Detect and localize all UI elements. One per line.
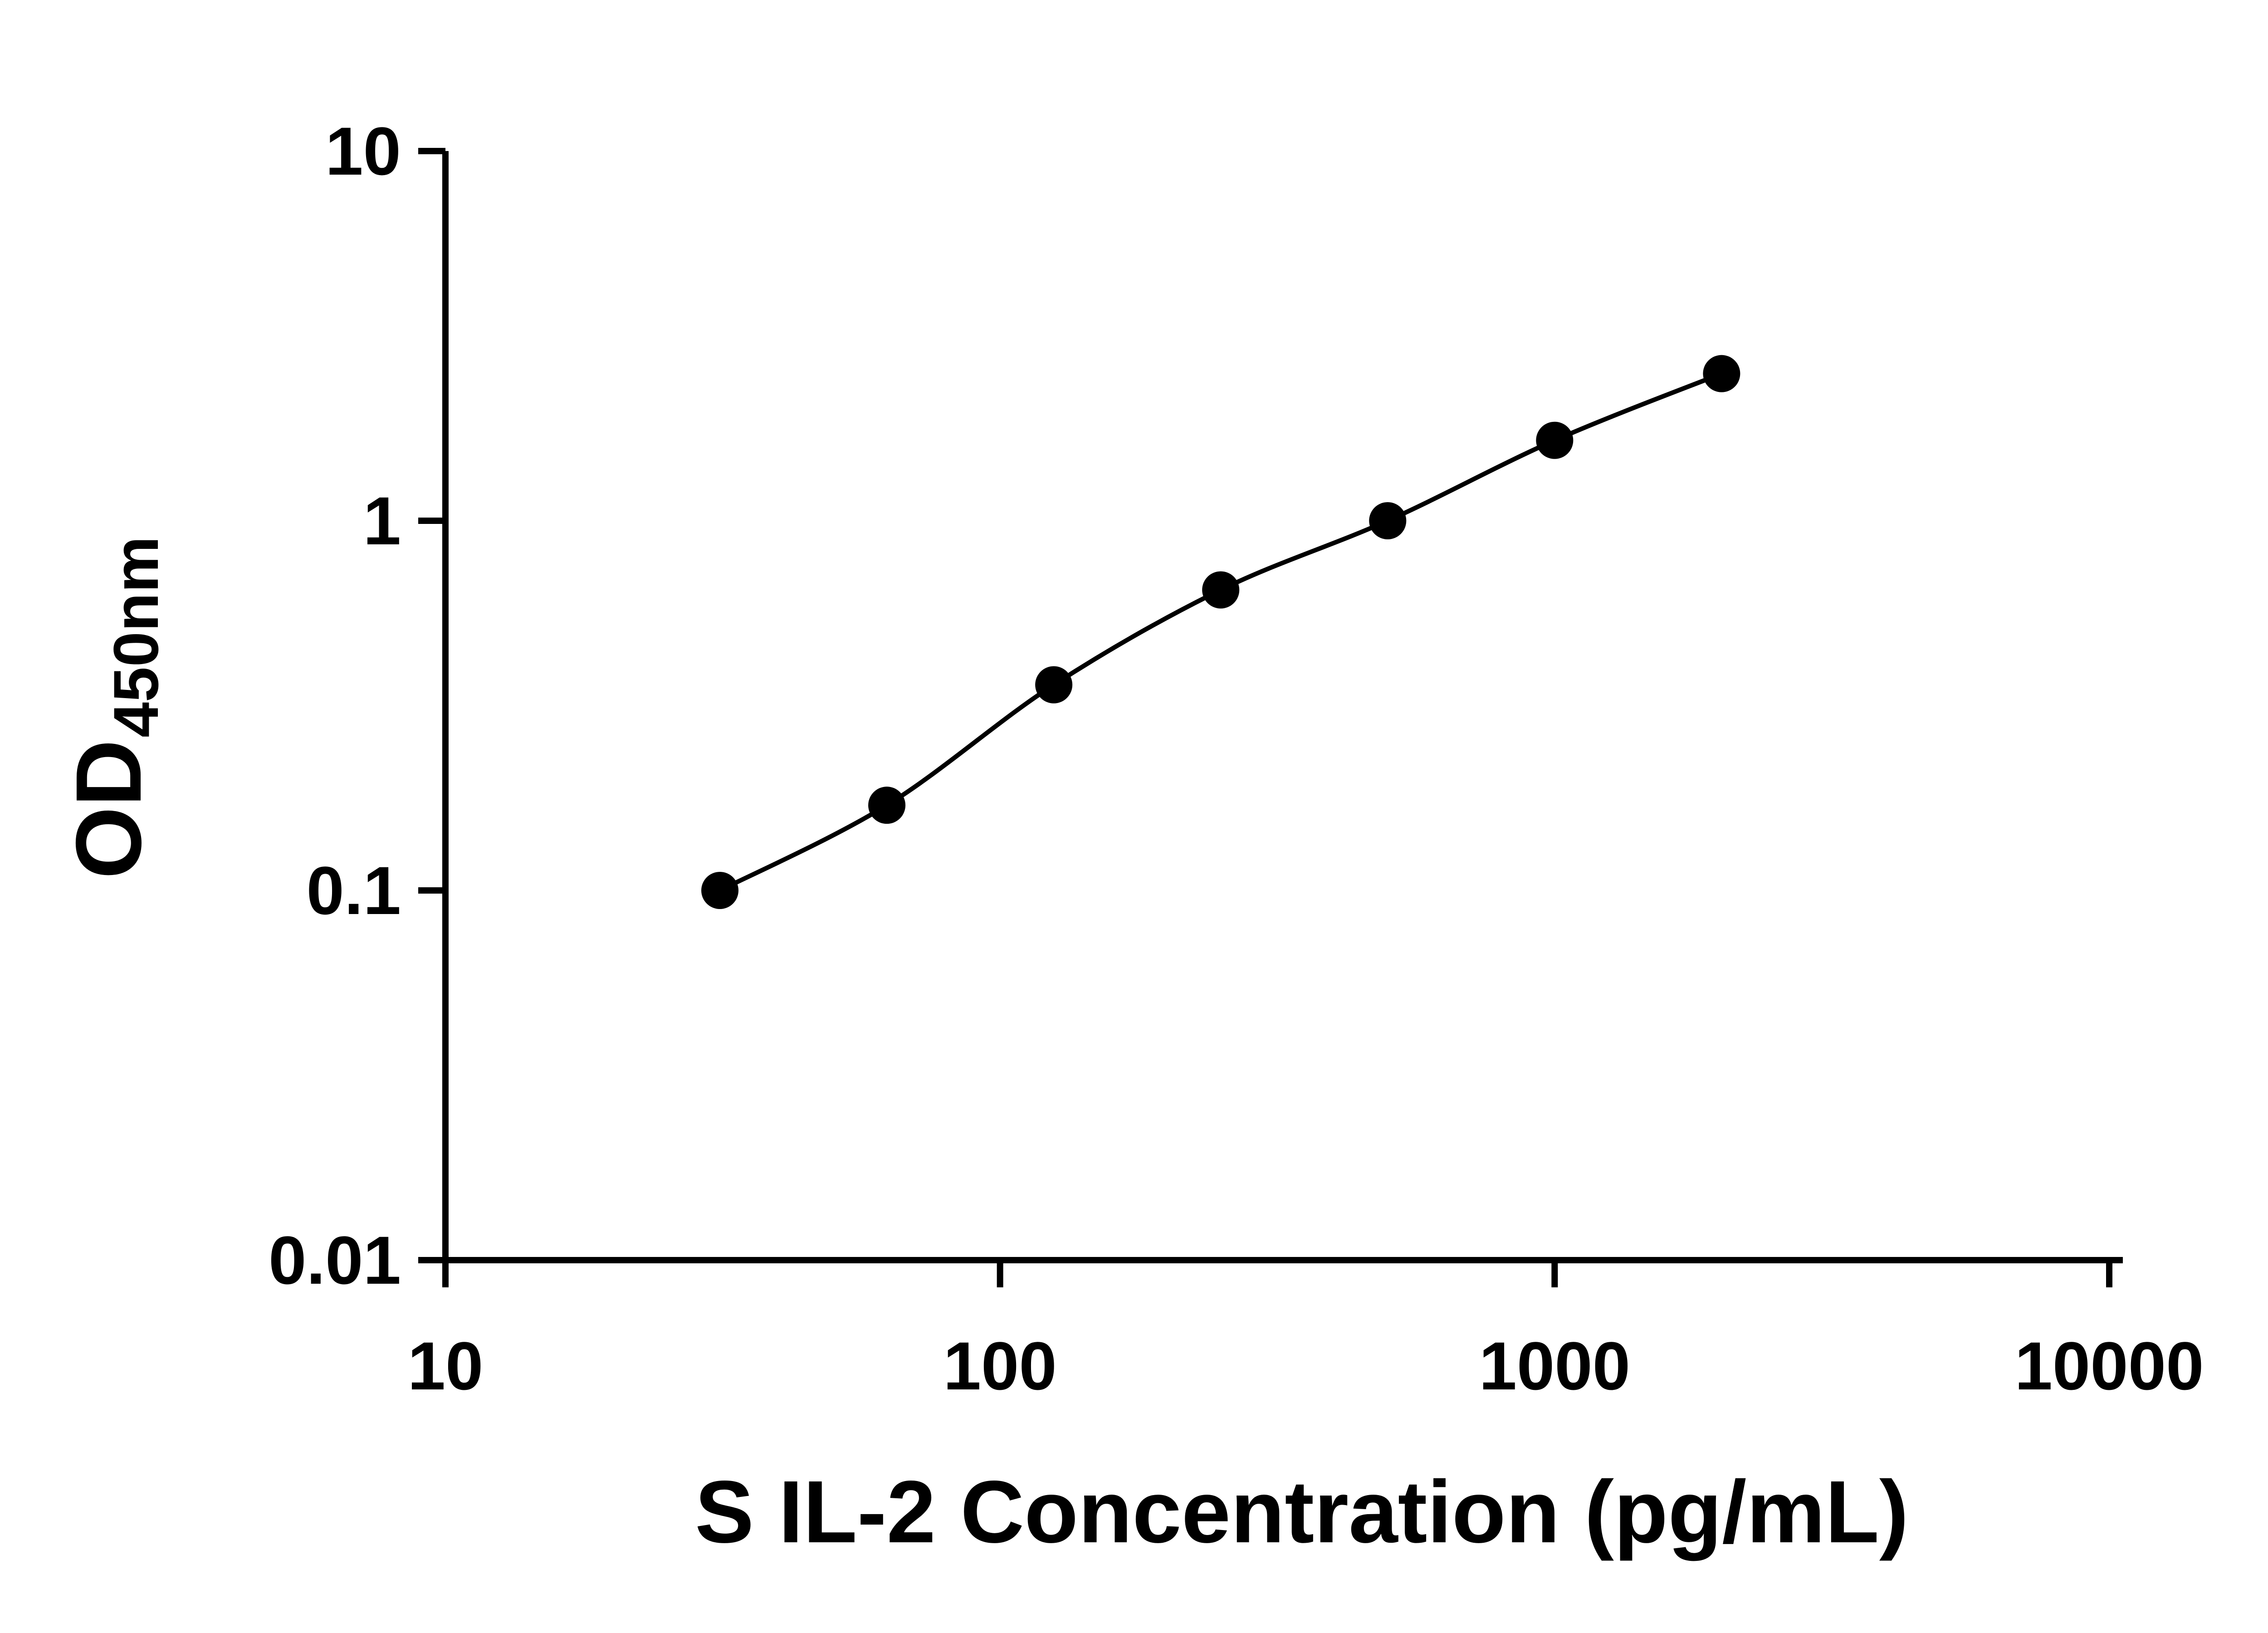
x-tick-label: 100	[943, 1328, 1057, 1404]
x-axis-title: S IL-2 Concentration (pg/mL)	[695, 1462, 1909, 1561]
data-series	[701, 355, 1740, 909]
y-tick-label: 1	[363, 483, 401, 559]
data-point	[1703, 355, 1740, 392]
data-point	[1035, 666, 1073, 704]
y-axis-title: OD 450nm	[57, 536, 171, 879]
data-point	[1536, 421, 1574, 459]
y-tick-label: 10	[325, 113, 401, 189]
x-tick-label: 10	[408, 1328, 484, 1404]
x-tick-label: 10000	[2014, 1328, 2204, 1404]
data-point	[1202, 571, 1240, 609]
y-tick-label: 0.1	[306, 852, 401, 929]
axis-spine	[442, 151, 2123, 1263]
data-point	[868, 787, 906, 824]
x-tick-label: 1000	[1479, 1328, 1630, 1404]
y-tick-label: 0.01	[269, 1222, 401, 1298]
axes: 0.01 0.1 1 10 10 100 1000 10000	[269, 113, 2204, 1404]
y-axis-title-subscript: 450nm	[100, 536, 171, 738]
y-axis-title-main: OD	[57, 739, 161, 879]
data-point	[701, 872, 739, 909]
data-point	[1369, 502, 1407, 539]
